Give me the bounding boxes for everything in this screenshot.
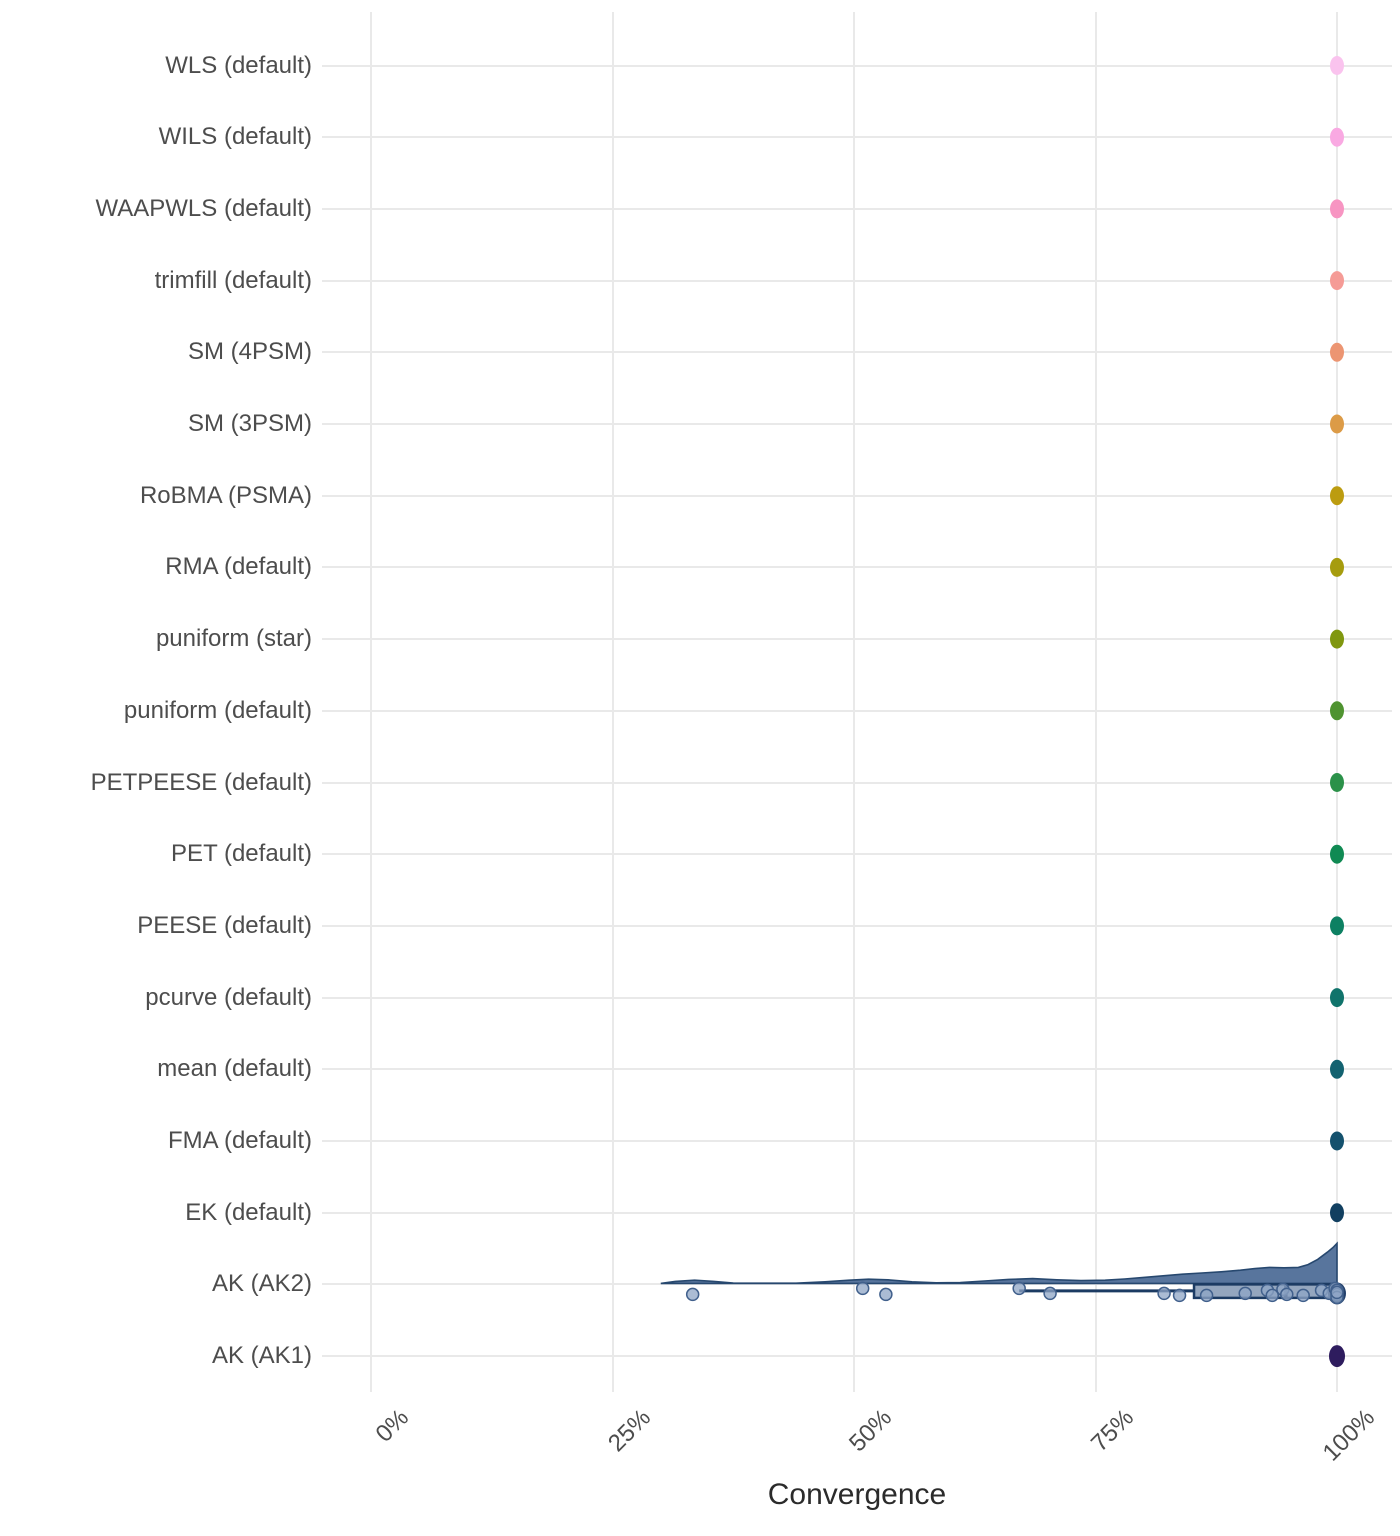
convergence-dot: [1330, 701, 1344, 721]
y-gridline: [322, 64, 1392, 67]
y-gridline: [322, 924, 1392, 927]
convergence-point: [1265, 1288, 1280, 1303]
convergence-point: [685, 1287, 700, 1302]
convergence-point: [1172, 1288, 1187, 1303]
convergence-dot: [1329, 1345, 1345, 1368]
convergence-dot: [1330, 557, 1344, 577]
y-gridline: [322, 351, 1392, 354]
convergence-dot: [1330, 844, 1344, 864]
y-axis-label: PETPEESE (default): [90, 768, 312, 796]
convergence-dot: [1330, 1059, 1344, 1079]
density-curve: [660, 1241, 1338, 1285]
y-gridline: [322, 853, 1392, 856]
y-gridline: [322, 1211, 1392, 1214]
y-gridline: [322, 136, 1392, 139]
y-gridline: [322, 1283, 1392, 1286]
y-gridline: [322, 207, 1392, 210]
convergence-dot: [1330, 916, 1344, 936]
convergence-point: [1043, 1286, 1057, 1301]
y-gridline: [322, 638, 1392, 641]
y-gridline: [322, 279, 1392, 282]
y-axis-label: WILS (default): [158, 123, 312, 151]
y-gridline: [322, 494, 1392, 497]
convergence-dot: [1330, 486, 1344, 506]
y-axis-label: AK (AK2): [211, 1270, 312, 1298]
convergence-point: [1280, 1287, 1294, 1302]
y-axis-label: RoBMA (PSMA): [139, 481, 312, 509]
convergence-dot: [1330, 1131, 1344, 1151]
y-axis-label: SM (3PSM): [187, 410, 312, 437]
y-axis-label: mean (default): [157, 1055, 312, 1083]
y-axis-label: WLS (default): [165, 51, 312, 79]
y-axis-label: RMA (default): [165, 553, 312, 581]
y-axis-label: PET (default): [171, 840, 312, 868]
convergence-dot: [1330, 414, 1344, 434]
x-gridline: [370, 12, 372, 1392]
convergence-point: [1012, 1281, 1026, 1296]
convergence-dot: [1330, 342, 1344, 362]
x-gridline: [853, 12, 855, 1392]
x-gridline: [611, 12, 614, 1392]
y-axis-label: PEESE (default): [137, 911, 312, 939]
convergence-point: [1330, 1285, 1344, 1300]
y-axis-label: puniform (star): [155, 625, 312, 653]
y-axis-label: FMA (default): [167, 1127, 312, 1154]
y-gridline: [322, 781, 1392, 784]
y-gridline: [322, 423, 1392, 425]
y-axis-label: WAAPWLS (default): [95, 194, 312, 222]
x-gridline: [1094, 12, 1097, 1392]
convergence-point: [1157, 1286, 1171, 1301]
y-axis-label: AK (AK1): [211, 1342, 312, 1370]
convergence-dot: [1330, 629, 1344, 649]
y-axis-label: SM (4PSM): [187, 338, 312, 366]
convergence-point: [1296, 1288, 1310, 1303]
convergence-dot: [1330, 199, 1344, 219]
y-axis-label: pcurve (default): [145, 983, 312, 1011]
convergence-dot: [1330, 1203, 1344, 1223]
convergence-dot: [1330, 56, 1344, 75]
y-gridline: [322, 1068, 1392, 1071]
y-gridline: [322, 996, 1392, 999]
convergence-dot: [1330, 127, 1344, 147]
convergence-dot: [1330, 773, 1344, 792]
y-axis-label: puniform (default): [123, 696, 312, 724]
convergence-point: [879, 1287, 893, 1302]
y-gridline: [322, 1140, 1392, 1142]
convergence-dot: [1330, 988, 1344, 1008]
y-gridline: [322, 1355, 1392, 1358]
y-gridline: [322, 709, 1392, 712]
convergence-point: [1238, 1286, 1252, 1301]
convergence-point: [855, 1281, 870, 1296]
x-axis-title: Convergence: [767, 1478, 947, 1511]
y-axis-label: trimfill (default): [154, 266, 312, 294]
convergence-dot: [1330, 271, 1344, 291]
y-gridline: [322, 566, 1392, 569]
y-axis-label: EK (default): [185, 1198, 312, 1226]
convergence-point: [1199, 1288, 1214, 1303]
